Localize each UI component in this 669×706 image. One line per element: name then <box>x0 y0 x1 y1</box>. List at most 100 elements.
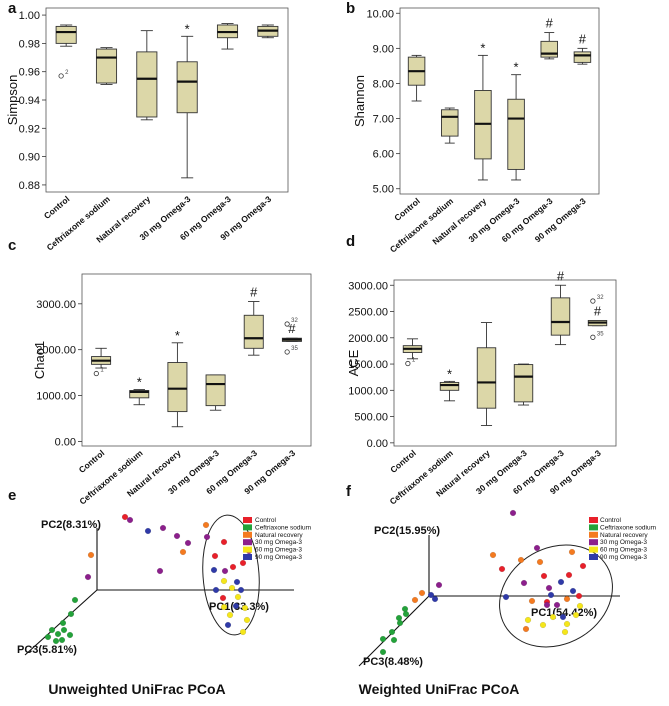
y-tick-label: 0.00 <box>367 438 388 450</box>
sample-point-60-mg-omega-3 <box>239 628 247 636</box>
outlier-point <box>590 334 596 340</box>
plot-frame <box>393 279 617 447</box>
sample-point-30-mg-omega-3 <box>545 584 553 592</box>
sample-point-30-mg-omega-3 <box>435 581 443 589</box>
sample-point-ceftriaxone-sodium <box>48 626 56 634</box>
legend-swatch <box>243 531 252 538</box>
plot-frame <box>81 273 312 447</box>
y-axis-label: Shannon <box>352 75 367 127</box>
sample-point-natural-recovery <box>202 521 210 529</box>
outlier-point <box>93 370 99 377</box>
sample-point-90-mg-omega-3 <box>224 621 232 629</box>
sample-point-ceftriaxone-sodium <box>44 633 52 641</box>
sample-point-natural-recovery <box>528 597 536 605</box>
sample-point-90-mg-omega-3 <box>431 595 439 603</box>
sample-point-natural-recovery <box>87 551 95 559</box>
y-tick-label: 7.00 <box>373 114 394 126</box>
y-tick-label: 6.00 <box>373 149 394 161</box>
sample-point-90-mg-omega-3 <box>232 602 240 610</box>
y-tick-label: 5.00 <box>373 184 394 196</box>
boxplot-panel-b: b 5.00 6.00 7.00 8.00 9.00 10.00 Shannon Control… <box>346 0 600 255</box>
sample-point-90-mg-omega-3 <box>547 591 555 599</box>
sample-point-30-mg-omega-3 <box>159 524 167 532</box>
sample-point-60-mg-omega-3 <box>576 602 584 610</box>
sample-point-control <box>220 538 228 546</box>
boxplot-panel-c: c 0.00 1000.00 2000.00 3000.00 Chao1 ControlCe… <box>8 237 312 507</box>
significance-mark: * <box>480 40 485 55</box>
x-tick-label: Ceftriaxone sodium <box>77 448 145 507</box>
x-tick-label: Ceftriaxone sodium <box>388 448 456 507</box>
y-tick-label: 1500.00 <box>348 359 388 371</box>
sample-point-90-mg-omega-3 <box>559 613 567 621</box>
sample-point-60-mg-omega-3 <box>226 611 234 619</box>
legend-label: 90 mg Omega-3 <box>255 554 302 561</box>
box-ceftriaxone-sodium <box>441 107 459 144</box>
box-control <box>407 54 426 102</box>
y-tick-label: 2000.00 <box>348 333 388 345</box>
sample-point-30-mg-omega-3 <box>520 579 528 587</box>
significance-mark: # <box>557 268 565 283</box>
sample-point-natural-recovery <box>489 551 497 559</box>
legend-swatch <box>243 517 252 523</box>
box-iqr <box>439 381 460 391</box>
sample-point-control <box>579 562 587 570</box>
box-30-mg-omega-3 <box>176 35 198 179</box>
sample-point-60-mg-omega-3 <box>561 628 569 636</box>
sample-point-90-mg-omega-3 <box>210 566 218 574</box>
outlier-label: 2 <box>65 70 69 76</box>
sample-point-ceftriaxone-sodium <box>71 596 79 604</box>
box-90-mg-omega-3 <box>257 24 279 39</box>
y-tick-label: 8.00 <box>373 78 394 90</box>
box-natural-recovery <box>167 342 188 428</box>
sample-point-90-mg-omega-3 <box>427 591 435 599</box>
box-90-mg-omega-3 <box>281 337 302 342</box>
sample-point-60-mg-omega-3 <box>228 584 236 592</box>
sample-point-control <box>239 559 247 567</box>
box-iqr <box>167 362 188 413</box>
x-tick-label: Control <box>77 448 107 475</box>
outlier-label: 32 <box>291 318 298 324</box>
sample-point-60-mg-omega-3 <box>524 616 532 624</box>
outlier-point <box>284 321 290 327</box>
pcoa-panel-f: f PC2(15.95%) PC1(54.42%) PC3(8.48%) Control… <box>346 483 656 697</box>
box-60-mg-omega-3 <box>550 284 571 346</box>
legend-label: 30 mg Omega-3 <box>255 539 302 546</box>
box-30-mg-omega-3 <box>507 74 525 181</box>
y-tick-label: 0.98 <box>19 38 40 50</box>
sample-point-90-mg-omega-3 <box>569 587 577 595</box>
pc1-axis-label: PC1(54.42%) <box>531 607 597 619</box>
sample-point-60-mg-omega-3 <box>549 613 557 621</box>
box-iqr <box>540 40 558 58</box>
sample-point-control <box>498 565 506 573</box>
legend-label: Natural recovery <box>255 532 303 539</box>
sample-point-ceftriaxone-sodium <box>401 605 409 613</box>
y-tick-label: 2500.00 <box>348 307 388 319</box>
sample-point-control <box>219 594 227 602</box>
sample-point-60-mg-omega-3 <box>234 593 242 601</box>
sample-point-30-mg-omega-3 <box>509 509 517 517</box>
sample-point-90-mg-omega-3 <box>557 578 565 586</box>
sample-point-ceftriaxone-sodium <box>54 630 62 638</box>
significance-mark: # <box>250 285 258 300</box>
box-60-mg-omega-3 <box>540 32 558 60</box>
sample-point-control <box>575 592 583 600</box>
y-axis-label: ACE <box>346 349 361 376</box>
sample-point-natural-recovery <box>563 595 571 603</box>
box-ceftriaxone-sodium <box>95 47 118 85</box>
y-tick-label: 3000.00 <box>348 280 388 292</box>
sample-point-natural-recovery <box>418 589 426 597</box>
box-30-mg-omega-3 <box>513 363 534 406</box>
sample-point-control <box>211 552 219 560</box>
y-tick-label: 0.90 <box>19 152 40 164</box>
sample-point-natural-recovery <box>179 548 187 556</box>
sample-point-60-mg-omega-3 <box>563 620 571 628</box>
box-iqr <box>129 390 150 399</box>
legend-swatch <box>589 531 598 538</box>
y-axis-label: Chao1 <box>32 341 47 379</box>
y-tick-label: 1.00 <box>19 10 40 22</box>
legend-label: Control <box>600 517 622 524</box>
pc2-axis-label: PC2(8.31%) <box>41 519 101 531</box>
sample-point-ceftriaxone-sodium <box>379 635 387 643</box>
sample-point-ceftriaxone-sodium <box>395 614 403 622</box>
